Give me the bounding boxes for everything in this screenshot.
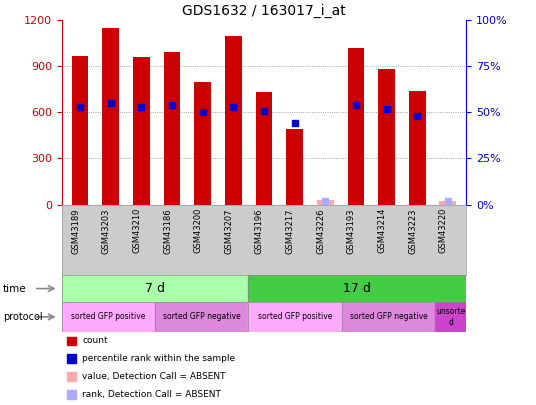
Text: GSM43203: GSM43203 [102,208,111,254]
Bar [194,82,211,205]
Bar [286,129,303,205]
Bar [342,302,435,332]
Text: sorted GFP negative: sorted GFP negative [163,312,241,322]
Text: percentile rank within the sample: percentile rank within the sample [82,354,235,363]
Text: GSM43226: GSM43226 [316,208,325,254]
Text: 7 d: 7 d [145,282,165,295]
Bar [342,302,435,332]
Text: GSM43207: GSM43207 [225,208,233,254]
Text: 17 d: 17 d [344,282,371,295]
Bar [62,275,248,302]
Text: protocol: protocol [3,312,42,322]
Text: sorted GFP negative: sorted GFP negative [349,312,427,322]
Text: GSM43220: GSM43220 [439,208,448,254]
Bar [317,200,334,205]
Bar [440,201,456,205]
Bar [62,302,155,332]
Text: sorted GFP positive: sorted GFP positive [258,312,332,322]
Bar [347,48,364,205]
Text: GSM43189: GSM43189 [71,208,80,254]
Bar [72,55,88,205]
Text: GSM43217: GSM43217 [286,208,295,254]
Text: unsorte
d: unsorte d [436,307,465,326]
Bar [133,57,150,205]
Text: GSM43186: GSM43186 [163,208,172,254]
Text: time: time [3,284,26,294]
Bar [62,302,155,332]
Bar [62,275,248,302]
Bar [378,69,395,205]
Bar [256,92,272,205]
Bar [155,302,248,332]
Bar [409,91,426,205]
Bar [163,53,181,205]
Text: value, Detection Call = ABSENT: value, Detection Call = ABSENT [82,372,226,381]
Bar [248,302,342,332]
Bar [248,275,466,302]
Text: GSM43200: GSM43200 [193,208,203,254]
Bar [248,275,466,302]
Text: count: count [82,337,108,345]
Title: GDS1632 / 163017_i_at: GDS1632 / 163017_i_at [182,4,346,18]
Text: rank, Detection Call = ABSENT: rank, Detection Call = ABSENT [82,390,221,399]
Text: sorted GFP positive: sorted GFP positive [71,312,145,322]
Text: GSM43196: GSM43196 [255,208,264,254]
Bar [248,302,342,332]
Bar [435,302,466,332]
Text: GSM43193: GSM43193 [347,208,356,254]
Text: GSM43223: GSM43223 [408,208,417,254]
Text: GSM43210: GSM43210 [132,208,142,254]
Bar [155,302,248,332]
Bar [102,28,119,205]
Text: GSM43214: GSM43214 [377,208,386,254]
Bar [225,36,242,205]
Bar [435,302,466,332]
